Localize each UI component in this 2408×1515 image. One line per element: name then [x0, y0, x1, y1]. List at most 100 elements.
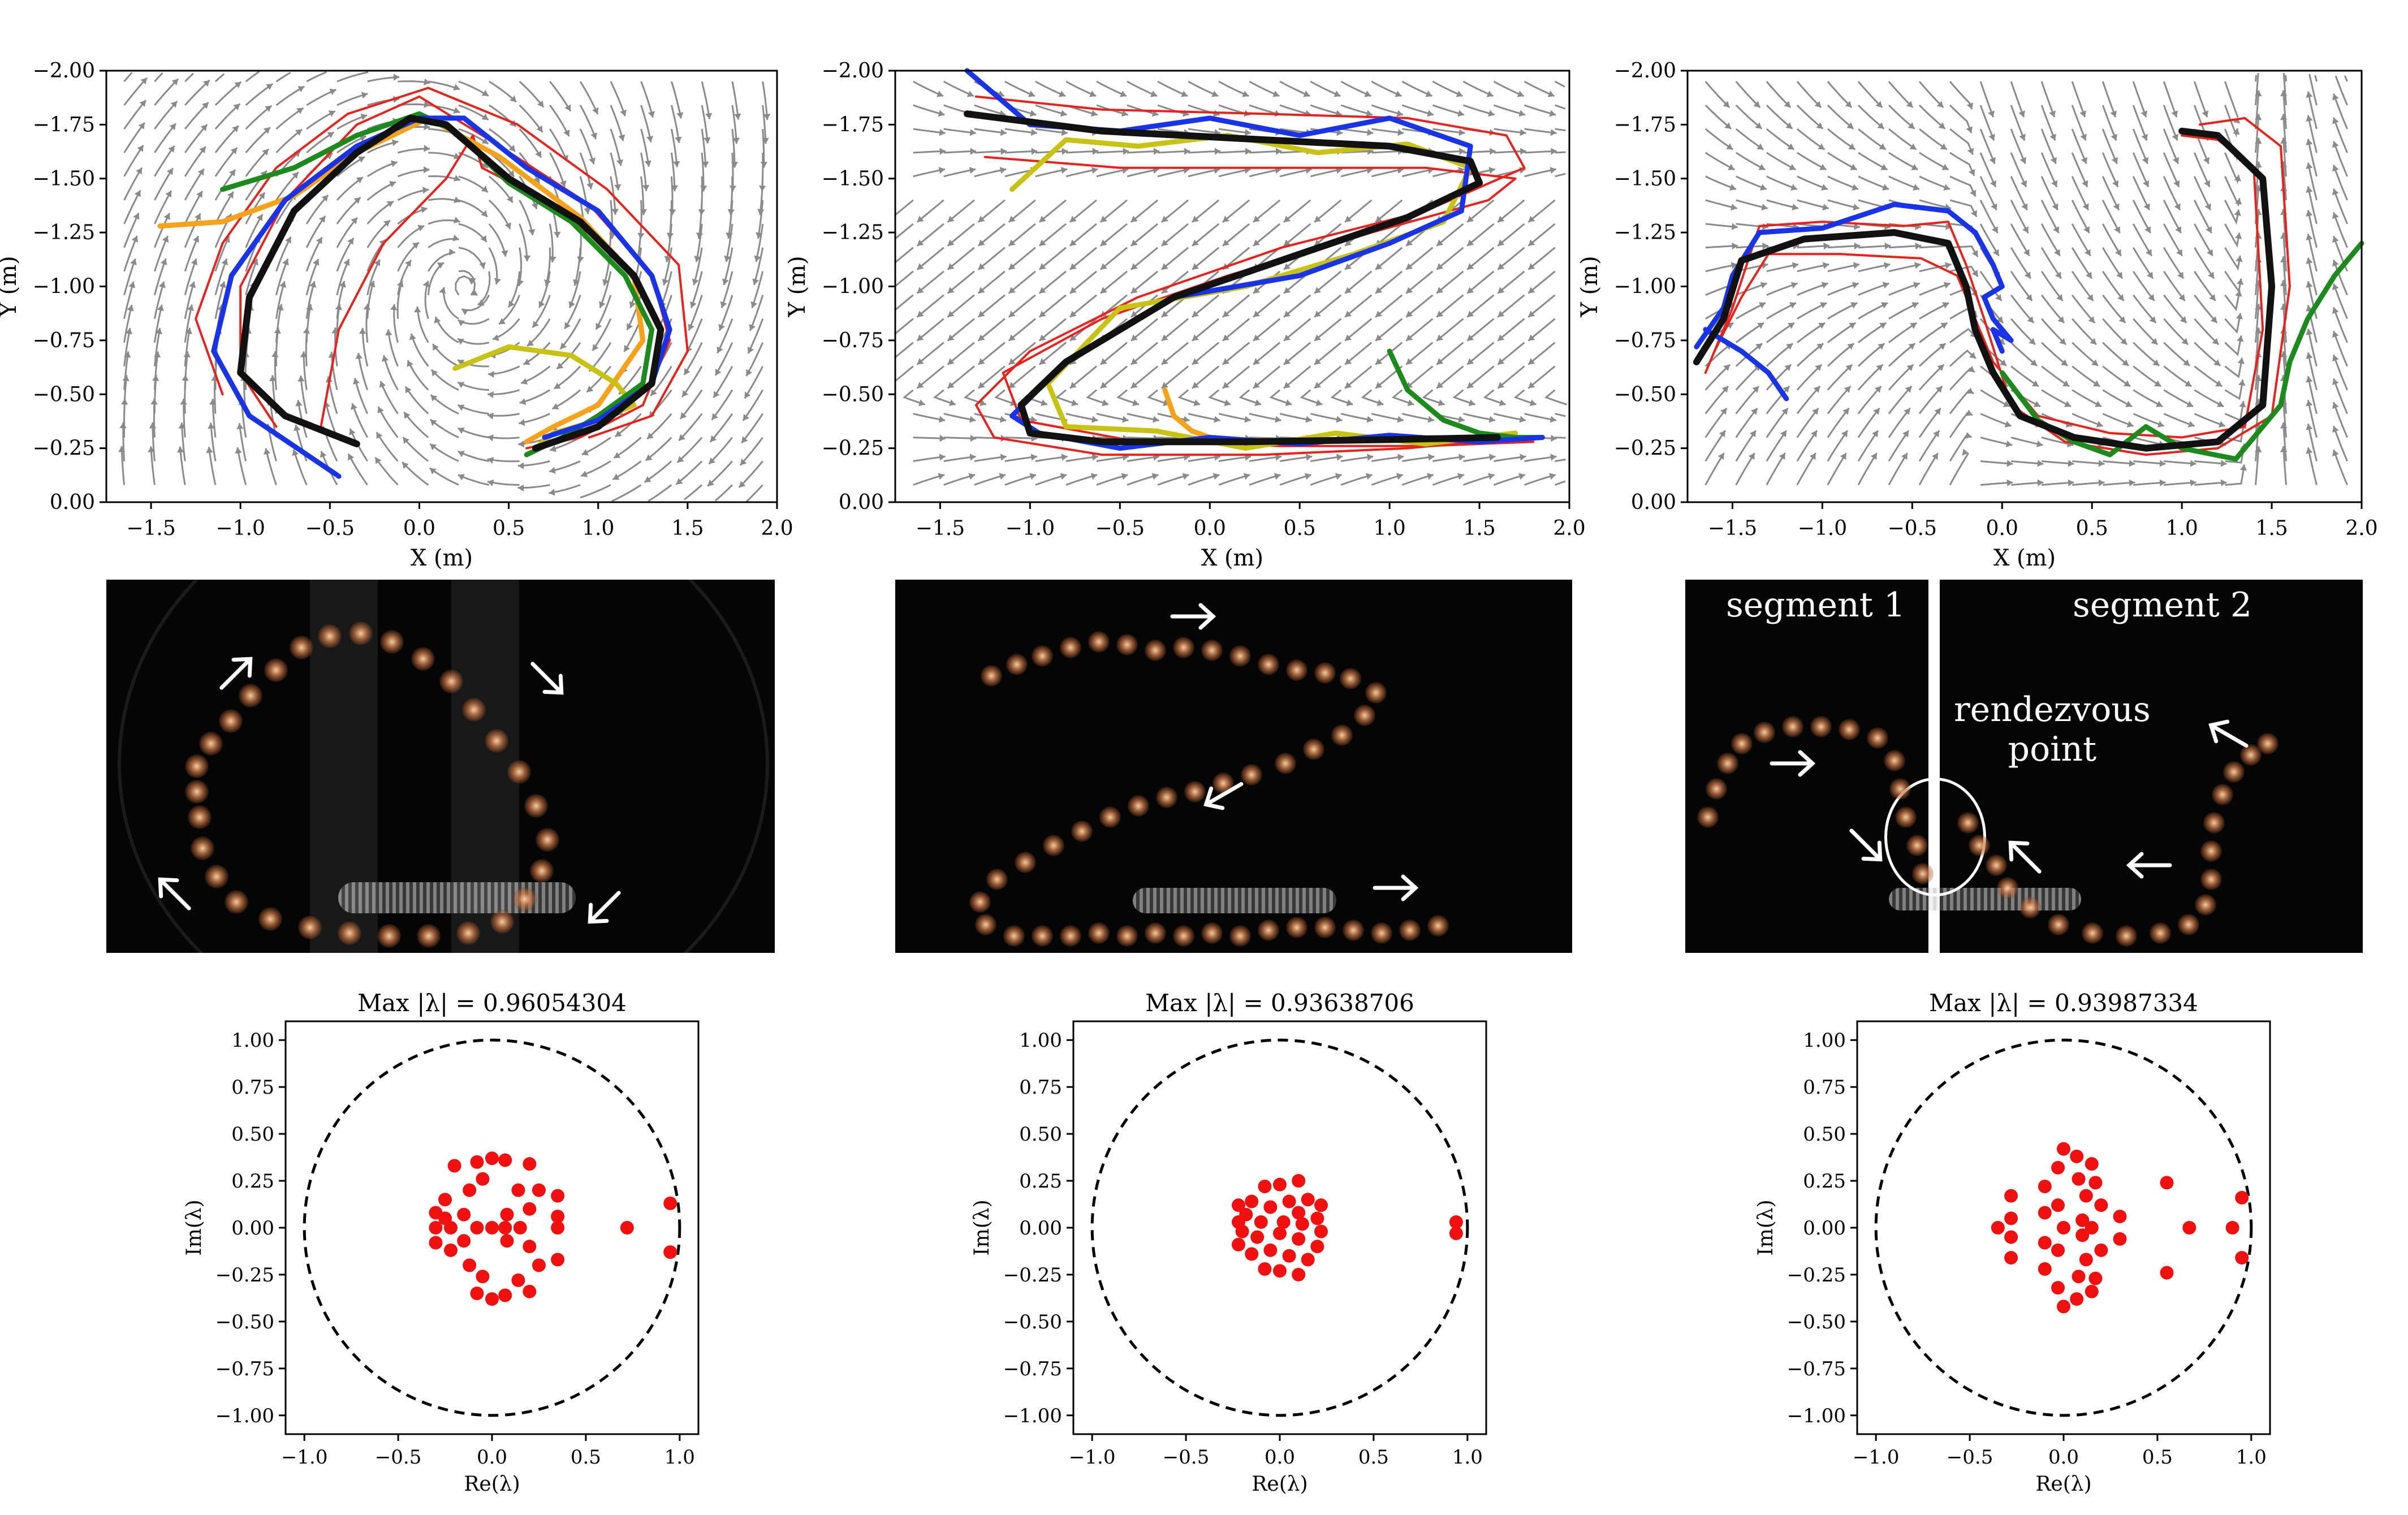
streamline	[1555, 413, 1566, 417]
eigenvalue-point	[1314, 1198, 1328, 1212]
streamline-arrow	[1039, 310, 1046, 317]
eigenvalue-point	[2085, 1221, 2099, 1235]
eigenvalue-point	[1449, 1215, 1463, 1229]
streamline-arrow	[746, 369, 753, 376]
streamline	[2071, 105, 2087, 141]
streamline-arrow	[1284, 310, 1291, 317]
y-tick-label: −1.75	[1614, 113, 1676, 136]
streamline	[1979, 152, 1997, 188]
streamline-arrow	[1812, 408, 1819, 415]
streamline-arrow	[230, 148, 238, 154]
streamline	[2307, 186, 2318, 225]
streamline-arrow	[966, 90, 974, 97]
streamline-arrow	[359, 135, 366, 142]
streamline	[1857, 430, 1879, 462]
streamline-arrow	[265, 105, 272, 112]
streamline-arrow	[2306, 115, 2313, 122]
eigenvalue-point	[551, 1253, 565, 1267]
streamline	[2071, 176, 2090, 211]
robot-light	[1782, 716, 1803, 737]
streamline-arrow	[349, 428, 356, 435]
streamline-arrow	[1820, 302, 1827, 309]
y-tick-label: −0.75	[33, 329, 95, 352]
streamline	[753, 247, 764, 286]
streamline-arrow	[2332, 426, 2339, 433]
streamline-arrow	[1183, 416, 1190, 423]
streamline-arrow	[586, 385, 594, 392]
streamline-arrow	[2173, 180, 2180, 187]
streamline-arrow	[176, 446, 184, 453]
streamline-arrow	[947, 334, 955, 341]
streamline	[434, 316, 459, 343]
x-tick-label: 1.0	[1452, 1446, 1483, 1469]
streamline-arrow	[2000, 359, 2006, 366]
streamline-arrow	[187, 304, 195, 312]
streamline-arrow	[396, 280, 404, 288]
eigenvalue-point	[1273, 1177, 1287, 1192]
streamline-arrow	[1792, 262, 1799, 269]
streamline-arrow	[136, 167, 142, 175]
streamline-arrow	[1749, 430, 1756, 438]
streamline-arrow	[1940, 322, 1948, 329]
streamline-arrow	[1932, 453, 1938, 460]
streamline	[2132, 105, 2148, 141]
streamline-arrow	[2280, 232, 2288, 239]
streamline	[1704, 407, 1728, 438]
streamline	[1554, 80, 1565, 88]
streamline	[150, 446, 156, 485]
streamline-arrow	[1498, 287, 1505, 293]
streamline	[393, 304, 399, 343]
streamline-arrow	[1345, 263, 1352, 270]
streamline	[1888, 385, 1913, 415]
streamline	[714, 484, 733, 502]
streamline-arrow	[1030, 454, 1037, 461]
streamline	[1888, 364, 1914, 391]
streamline-arrow	[1212, 473, 1220, 480]
streamline-arrow	[2053, 249, 2060, 256]
streamline-arrow	[2238, 379, 2246, 386]
streamline-arrow	[1153, 148, 1160, 155]
streamline-arrow	[1366, 416, 1373, 423]
streamline-arrow	[978, 334, 985, 341]
eigenvalue-point	[523, 1240, 537, 1254]
y-tick-label: 1.00	[1019, 1029, 1062, 1052]
streamline-arrow	[122, 375, 130, 381]
streamline	[2334, 75, 2348, 106]
streamline-arrow	[1031, 148, 1038, 155]
streamline	[2101, 105, 2117, 141]
streamline-arrow	[1498, 239, 1505, 246]
streamline	[477, 271, 491, 306]
streamline-arrow	[564, 322, 571, 329]
streamline	[214, 147, 238, 177]
streamline-arrow	[453, 175, 460, 182]
streamline-arrow	[1284, 382, 1291, 389]
streamline	[2224, 270, 2242, 293]
streamline-arrow	[2306, 281, 2313, 288]
streamline-arrow	[1314, 310, 1322, 317]
eigenvalue-point	[2160, 1266, 2174, 1280]
streamline-arrow	[650, 389, 657, 396]
streamline-arrow	[1988, 110, 1995, 118]
eigenvalue-point	[2038, 1236, 2052, 1250]
streamline	[184, 191, 203, 225]
streamline	[2010, 223, 2030, 257]
eigenvalue-point	[447, 1159, 461, 1173]
streamline-arrow	[481, 210, 487, 217]
streamline-arrow	[1992, 249, 1999, 256]
streamline-arrow	[2141, 133, 2148, 141]
x-tick-label: −0.5	[375, 1446, 422, 1469]
streamline-arrow	[1550, 129, 1557, 136]
dust-cloud	[1133, 888, 1336, 913]
streamline-arrow	[1528, 239, 1535, 246]
streamline-arrow	[319, 215, 326, 223]
streamline-arrow	[493, 334, 499, 342]
eigenvalue-point	[500, 1207, 514, 1222]
streamline-arrow	[1819, 163, 1827, 170]
streamline-arrow	[2085, 271, 2092, 279]
streamline-arrow	[1753, 101, 1760, 108]
streamline-arrow	[2255, 446, 2262, 452]
streamline-arrow	[2332, 117, 2339, 124]
streamline-arrow	[1243, 473, 1250, 480]
robot-light	[1717, 753, 1738, 774]
streamline-arrow	[1375, 310, 1383, 317]
